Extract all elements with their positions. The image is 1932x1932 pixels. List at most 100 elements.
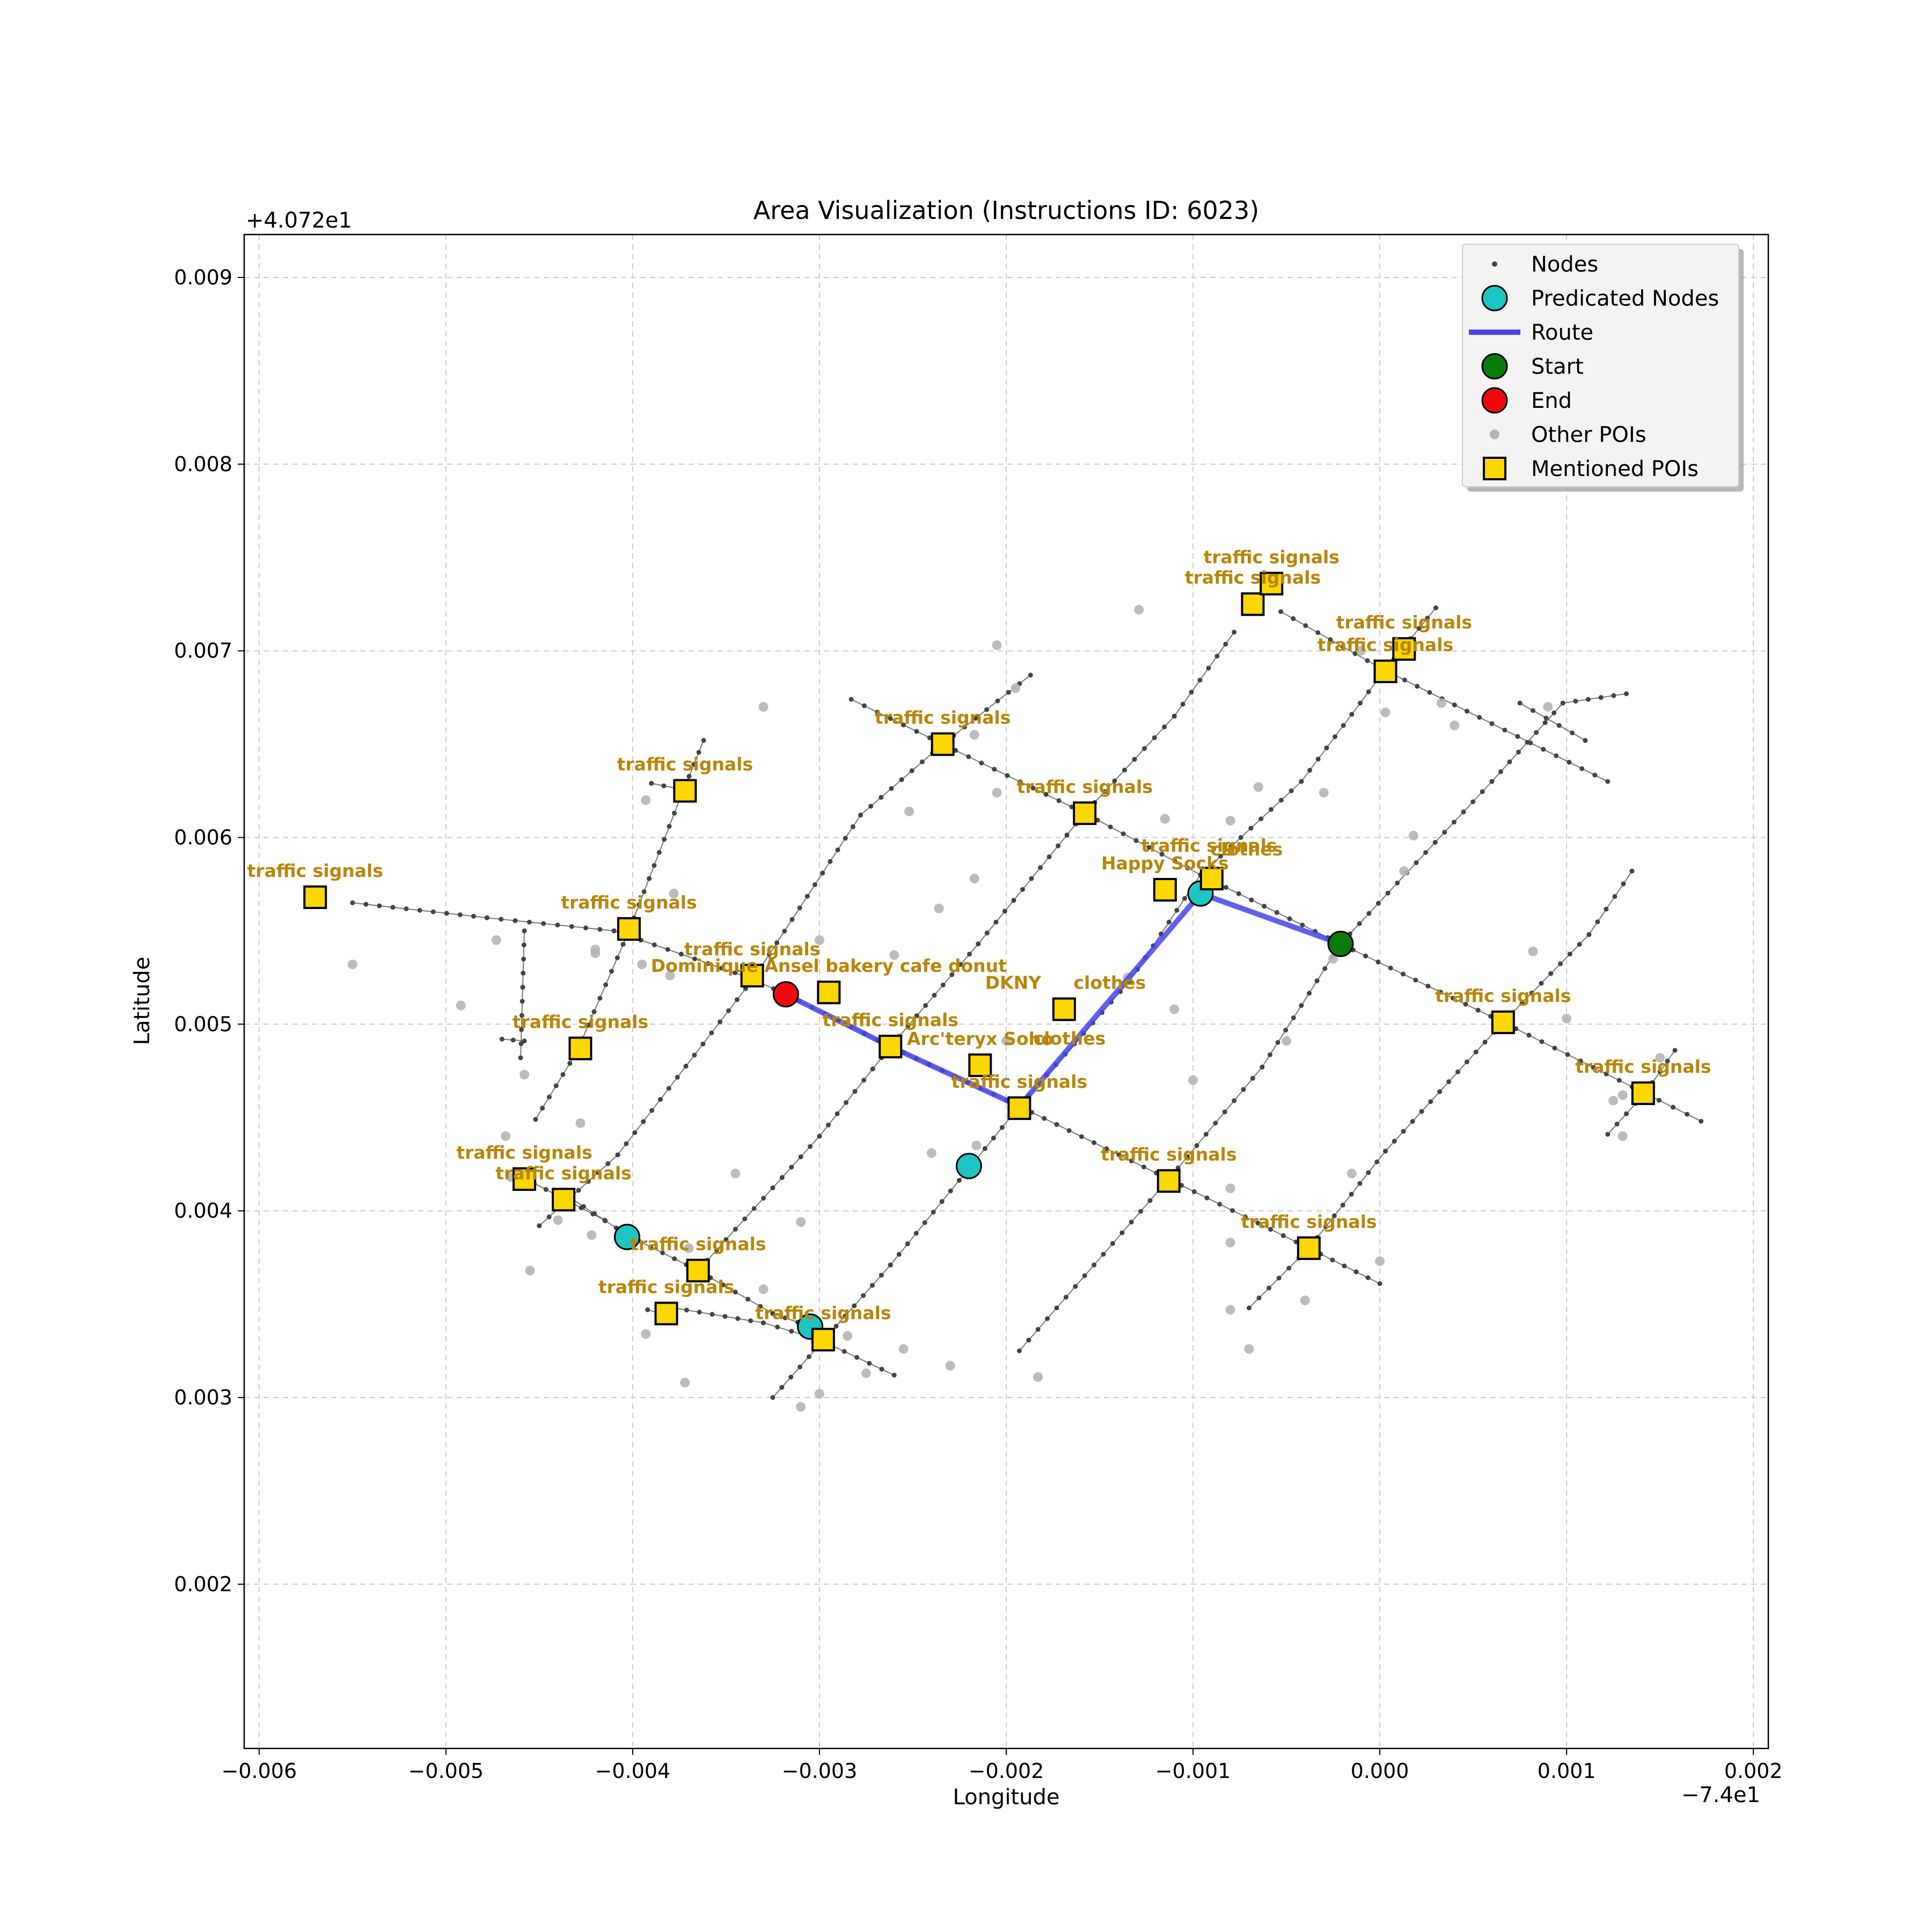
- other-poi: [1001, 1036, 1011, 1046]
- node: [1303, 623, 1308, 628]
- node: [1611, 693, 1616, 698]
- node: [1307, 767, 1313, 773]
- other-poi: [1356, 646, 1366, 656]
- node: [1248, 825, 1254, 831]
- node: [1119, 1230, 1125, 1235]
- node: [1289, 788, 1294, 794]
- legend: Nodes Predicated Nodes Route Start End Other …: [1462, 244, 1744, 492]
- node: [518, 1041, 524, 1046]
- node: [1267, 1052, 1272, 1057]
- node: [1121, 831, 1126, 837]
- node: [861, 1078, 867, 1083]
- node: [758, 1304, 763, 1309]
- node: [751, 1206, 757, 1211]
- poi-label: DKNY: [985, 972, 1042, 993]
- mentioned-poi: [1631, 1081, 1655, 1106]
- node: [709, 1030, 714, 1036]
- chart-title: Area Visualization (Instructions ID: 602…: [753, 196, 1260, 225]
- street-edge: [520, 931, 525, 1058]
- other-poi: [945, 1360, 955, 1371]
- node: [1269, 807, 1274, 812]
- node: [1604, 906, 1609, 912]
- mentioned-poi: [1241, 592, 1265, 616]
- node: [1464, 1059, 1469, 1065]
- node: [745, 1297, 751, 1302]
- node: [1242, 1214, 1248, 1219]
- node: [647, 876, 652, 881]
- node: [1374, 1159, 1380, 1165]
- node: [817, 1133, 822, 1139]
- node: [1577, 942, 1582, 947]
- node: [363, 902, 369, 907]
- node: [1054, 1305, 1059, 1311]
- other-poi: [1375, 1256, 1385, 1267]
- mentioned-poi: [673, 779, 697, 803]
- mentioned-poi: [811, 1328, 835, 1352]
- node: [1299, 779, 1304, 784]
- node: [1560, 700, 1565, 706]
- node: [1066, 1128, 1072, 1133]
- node: [1002, 909, 1007, 914]
- other-poi: [1528, 946, 1538, 956]
- x-tick-label: −0.005: [408, 1759, 484, 1783]
- other-poi: [1282, 1036, 1292, 1046]
- node: [614, 955, 620, 961]
- node: [1556, 723, 1562, 728]
- other-poi: [1436, 698, 1446, 708]
- y-tick-label: 0.007: [174, 639, 232, 663]
- node: [888, 716, 893, 721]
- other-poi: [1319, 788, 1329, 798]
- other-poi: [684, 1243, 694, 1253]
- other-poi: [456, 1000, 466, 1011]
- y-tick-label: 0.004: [174, 1199, 232, 1223]
- node: [733, 970, 738, 976]
- node: [889, 786, 894, 791]
- node: [1283, 1028, 1289, 1033]
- node: [1054, 1122, 1059, 1127]
- node: [870, 1066, 875, 1072]
- node: [665, 947, 670, 952]
- node: [1256, 1296, 1262, 1301]
- node: [624, 1141, 629, 1146]
- node: [1182, 896, 1188, 901]
- node: [1357, 921, 1362, 926]
- node: [806, 1354, 811, 1359]
- node: [649, 1108, 655, 1113]
- node: [766, 952, 772, 957]
- mentioned-poi: [879, 1035, 903, 1059]
- node: [522, 928, 527, 933]
- node: [797, 905, 802, 911]
- node: [1365, 1275, 1371, 1280]
- node: [1583, 738, 1588, 743]
- other-poi: [843, 1331, 853, 1341]
- node: [597, 996, 603, 1001]
- node: [1349, 712, 1355, 717]
- other-poi: [1244, 1344, 1254, 1354]
- node: [417, 908, 422, 913]
- node: [995, 698, 1000, 704]
- node: [1395, 880, 1400, 885]
- node: [804, 894, 810, 899]
- node: [1415, 684, 1420, 689]
- node: [905, 1241, 910, 1247]
- node: [683, 1064, 689, 1069]
- mentioned-poi: [1199, 867, 1224, 891]
- node: [692, 956, 697, 962]
- node: [843, 836, 848, 841]
- node: [1045, 1316, 1050, 1321]
- other-poi: [992, 788, 1002, 798]
- street-edge: [1519, 702, 1586, 741]
- other-poi: [680, 1378, 690, 1388]
- other-poi: [1225, 816, 1235, 826]
- other-poi: [1160, 814, 1170, 824]
- node: [1534, 730, 1539, 735]
- node: [1665, 1058, 1670, 1064]
- node: [718, 1019, 723, 1024]
- node: [1657, 1069, 1663, 1074]
- node: [641, 1119, 646, 1124]
- legend-other-pois-marker: [1490, 429, 1499, 440]
- node: [789, 1329, 794, 1334]
- node: [1598, 695, 1604, 700]
- node: [1423, 850, 1429, 855]
